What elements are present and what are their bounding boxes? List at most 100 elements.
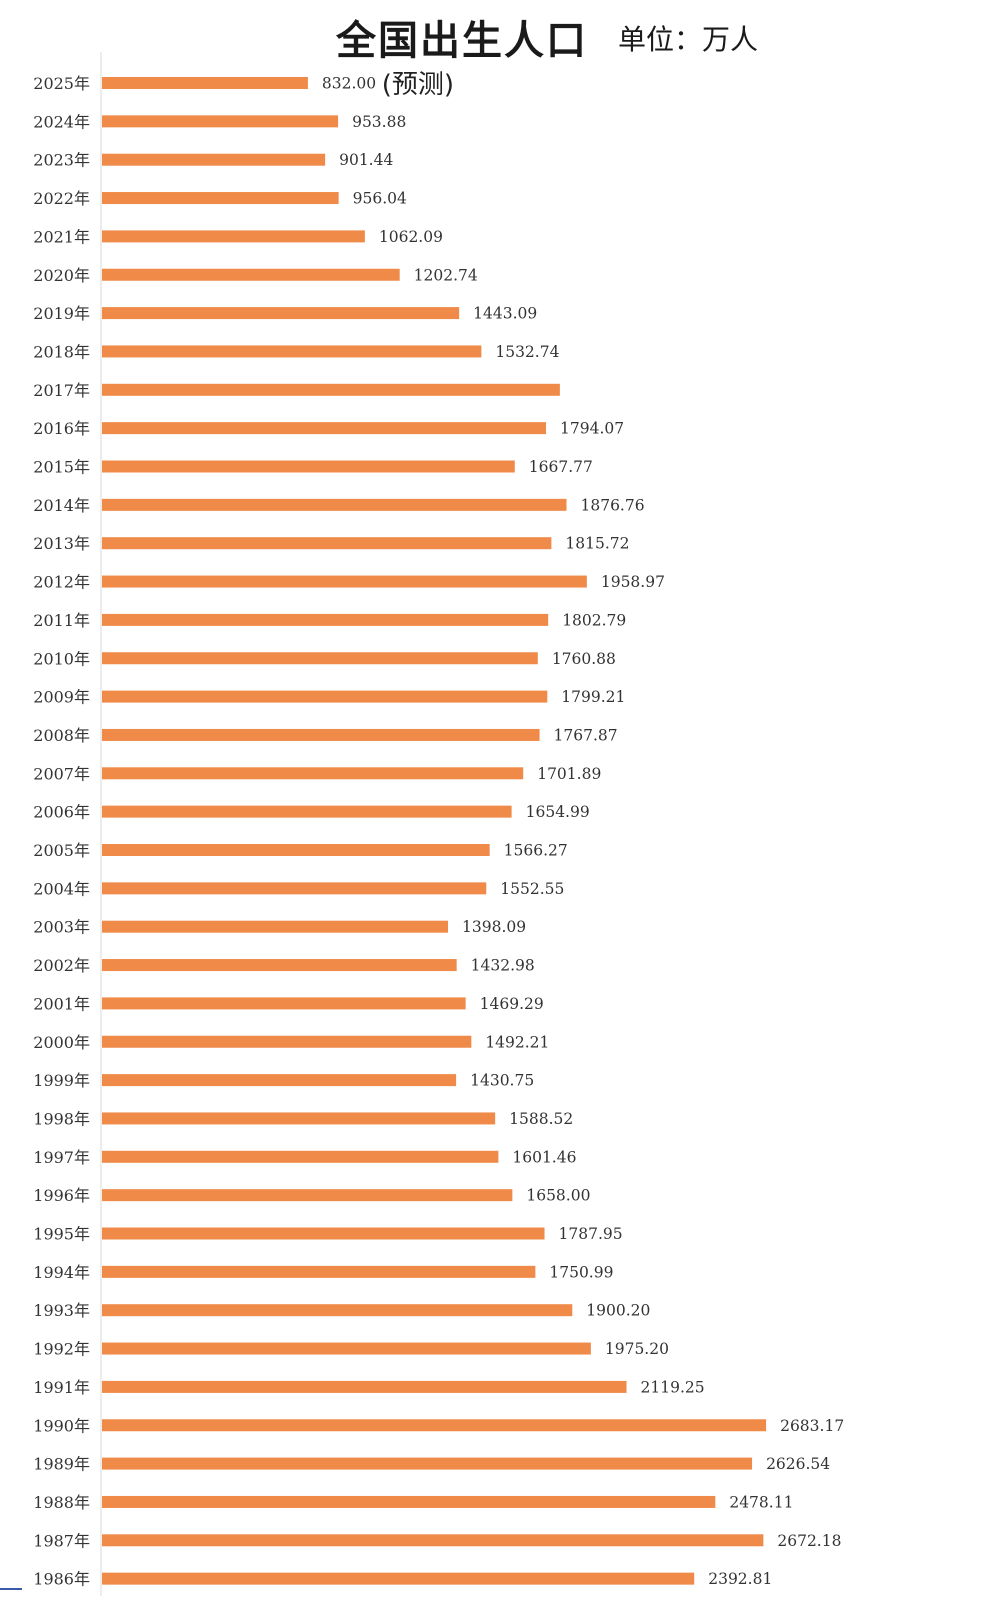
bar [102, 805, 512, 818]
bar [102, 1227, 545, 1240]
y-tick-label: 2011年 [33, 611, 90, 630]
y-tick-label: 2010年 [33, 649, 90, 668]
chart-title: 全国出生人口 [336, 18, 588, 64]
y-tick-label: 2024年 [33, 112, 90, 131]
y-tick-label: 2017年 [33, 381, 90, 400]
data-label: 1588.52 [509, 1110, 573, 1128]
data-label: 2392.81 [708, 1570, 772, 1588]
y-tick-label: 2018年 [33, 342, 90, 361]
y-tick-label: 2020年 [33, 266, 90, 285]
y-tick-label: 2013年 [33, 534, 90, 553]
y-tick-label: 1999年 [33, 1071, 90, 1090]
bar [102, 767, 524, 780]
data-label: 1750.99 [549, 1263, 613, 1281]
data-label: 1701.89 [537, 765, 601, 783]
y-tick-label: 1989年 [33, 1455, 90, 1474]
bar [102, 844, 490, 856]
data-label: 1532.74 [495, 343, 559, 361]
y-tick-label: 2016年 [33, 419, 90, 438]
y-tick-label: 2005年 [33, 841, 90, 860]
bar [102, 1534, 764, 1547]
data-label: 1802.79 [562, 611, 626, 629]
data-label: 1654.99 [526, 803, 590, 821]
y-tick-label: 1990年 [33, 1416, 90, 1435]
y-tick-label: 2006年 [33, 803, 90, 822]
y-tick-label: 1993年 [33, 1301, 90, 1320]
y-tick-label: 2009年 [33, 688, 90, 707]
data-label: 1799.21 [561, 688, 625, 706]
bar [102, 959, 457, 972]
bar [102, 1150, 499, 1163]
bar [102, 1457, 753, 1470]
chart-header: 全国出生人口 单位：万人 [0, 8, 986, 64]
y-tick-label: 1996年 [33, 1186, 90, 1205]
bar [102, 1074, 457, 1087]
bar [102, 1265, 536, 1278]
bottom-divider [0, 1588, 22, 1590]
bar [102, 1342, 591, 1355]
data-label: 1566.27 [504, 842, 568, 860]
y-tick-label: 2008年 [33, 726, 90, 745]
y-tick-label: 2014年 [33, 496, 90, 515]
bar [102, 230, 365, 243]
data-label: 832.00 [322, 75, 376, 93]
data-label: 956.04 [353, 190, 407, 208]
y-tick-label: 1986年 [33, 1570, 90, 1589]
y-tick-label: 1991年 [33, 1378, 90, 1397]
y-tick-label: 2004年 [33, 879, 90, 898]
data-label: 1430.75 [470, 1072, 534, 1090]
y-tick-label: 2007年 [33, 764, 90, 783]
data-label: 1815.72 [565, 535, 629, 553]
y-tick-label: 1997年 [33, 1148, 90, 1167]
data-label: 1667.77 [529, 458, 593, 476]
data-label: 1202.74 [414, 266, 478, 284]
y-tick-label: 1992年 [33, 1340, 90, 1359]
bar [102, 1572, 695, 1585]
y-tick-label: 2021年 [33, 227, 90, 246]
bar [102, 153, 326, 166]
data-label: 2626.54 [766, 1455, 830, 1473]
y-tick-label: 2003年 [33, 918, 90, 937]
bar [102, 192, 339, 205]
data-label: 1760.88 [552, 650, 616, 668]
bar [102, 997, 466, 1010]
chart-unit-label: 单位：万人 [618, 23, 759, 56]
bar [102, 920, 449, 933]
bar [102, 115, 339, 128]
data-label: 1601.46 [512, 1148, 576, 1166]
data-label: 2478.11 [729, 1493, 793, 1511]
forecast-annotation: (预测) [382, 70, 454, 100]
bar [102, 383, 560, 396]
bar [102, 728, 540, 741]
data-label: 901.44 [339, 151, 393, 169]
data-label: 1876.76 [580, 496, 644, 514]
data-label: 1469.29 [480, 995, 544, 1013]
data-label: 1958.97 [601, 573, 665, 591]
y-tick-label: 1995年 [33, 1225, 90, 1244]
y-tick-label: 2025年 [33, 74, 90, 93]
bar [102, 1380, 627, 1393]
bar [102, 1035, 472, 1048]
y-tick-label: 2000年 [33, 1033, 90, 1052]
data-label: 1658.00 [526, 1187, 590, 1205]
data-label: 2683.17 [780, 1417, 844, 1435]
y-tick-label: 2002年 [33, 956, 90, 975]
data-label: 1432.98 [471, 957, 535, 975]
data-label: 2119.25 [641, 1378, 705, 1396]
bar [102, 690, 548, 703]
bar [102, 422, 547, 435]
data-label: 1398.09 [462, 918, 526, 936]
y-tick-label: 2022年 [33, 189, 90, 208]
data-label: 1443.09 [473, 305, 537, 323]
bar [102, 1495, 716, 1508]
y-tick-label: 1998年 [33, 1109, 90, 1128]
y-tick-label: 1994年 [33, 1263, 90, 1282]
bar [102, 1189, 513, 1202]
data-label: 1975.20 [605, 1340, 669, 1358]
bar [102, 460, 515, 473]
bar [102, 268, 400, 281]
bar [102, 1112, 496, 1125]
y-tick-label: 2019年 [33, 304, 90, 323]
bar [102, 575, 587, 588]
